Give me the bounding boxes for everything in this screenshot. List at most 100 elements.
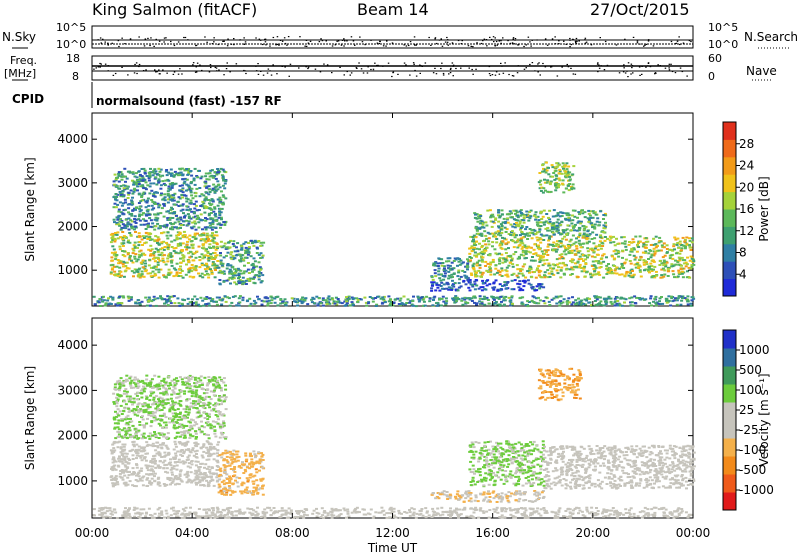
scatter-cell [484,234,488,237]
scatter-cell [190,187,194,190]
scatter-cell [547,173,551,176]
freq-label: Freq. [10,54,38,67]
scatter-cell [111,235,115,237]
scatter-cell [191,221,195,224]
scatter-cell [421,298,425,301]
scatter-cell [252,257,256,260]
scatter-cell [168,295,172,298]
scatter-cell [538,261,542,263]
scatter-cell [502,303,506,306]
scatter-cell [162,442,165,445]
scatter-cell [141,185,145,188]
scatter-cell [652,260,656,263]
scatter-cell [578,250,582,253]
scatter-cell [612,241,616,244]
scatter-cell [493,248,497,251]
status-dot [428,36,430,39]
scatter-cell [468,256,472,258]
scatter-cell [598,296,602,299]
scatter-cell [683,262,687,265]
scatter-cell [259,257,263,259]
scatter-cell [256,295,259,298]
scatter-cell [257,270,261,273]
scatter-cell [159,184,163,187]
scatter-cell [668,248,672,251]
scatter-cell [683,297,687,300]
scatter-cell [119,384,123,387]
scatter-cell [238,301,242,304]
scatter-cell [136,414,140,417]
scatter-cell [345,300,349,303]
scatter-cell [504,220,508,223]
scatter-cell [558,262,562,265]
scatter-cell [381,296,385,299]
status-dot [356,67,358,69]
scatter-cell [219,198,223,201]
status-dot [472,73,474,75]
scatter-cell [603,225,607,228]
scatter-cell [169,468,173,471]
scatter-cell [214,177,218,180]
scatter-cell [382,298,386,301]
scatter-cell [595,295,599,298]
scatter-cell [671,270,675,273]
status-dot [387,62,390,64]
scatter-cell [528,246,532,249]
scatter-cell [238,259,242,262]
scatter-cell [157,238,161,241]
scatter-cell [639,298,643,301]
scatter-cell [170,261,174,264]
scatter-cell [175,482,179,485]
scatter-cell [217,266,221,269]
scatter-cell [208,446,212,448]
scatter-cell [618,273,622,276]
scatter-cell [219,226,222,229]
scatter-cell [230,273,234,275]
scatter-cell [211,223,215,226]
scatter-cell [552,228,556,231]
scatter-cell [162,231,166,234]
scatter-cell [117,210,121,213]
scatter-cell [561,261,565,264]
scatter-cell [169,227,172,230]
scatter-cell [494,218,497,221]
scatter-cell [179,226,182,229]
scatter-cell [128,241,132,244]
scatter-cell [454,295,458,298]
scatter-cell [521,236,525,239]
scatter-cell [185,236,189,239]
scatter-cell [439,285,443,287]
scatter-cell [207,178,211,181]
scatter-cell [537,296,540,299]
scatter-cell [186,456,190,459]
scatter-cell [147,222,150,225]
scatter-cell [522,217,526,219]
status-dot [572,73,575,75]
scatter-cell [255,240,259,243]
scatter-cell [153,260,157,263]
nsky-tick-top: 10^5 [56,21,87,34]
scatter-cell [223,242,227,245]
scatter-cell [338,301,342,304]
scatter-cell [544,296,548,299]
scatter-cell [207,199,210,201]
scatter-cell [471,236,475,238]
scatter-cell [186,297,190,300]
scatter-cell [204,191,208,194]
status-dot [570,67,572,69]
scatter-cell [554,169,558,172]
scatter-cell [189,240,193,243]
scatter-cell [518,268,522,271]
scatter-cell [118,201,122,204]
scatter-cell [582,267,586,270]
scatter-cell [642,263,646,266]
scatter-cell [163,193,167,196]
scatter-cell [204,262,208,265]
scatter-cell [551,231,555,234]
scatter-cell [120,204,124,207]
scatter-cell [175,468,179,471]
scatter-cell [559,302,563,305]
scatter-cell [569,273,573,276]
scatter-cell [179,209,183,212]
scatter-cell [549,190,553,193]
